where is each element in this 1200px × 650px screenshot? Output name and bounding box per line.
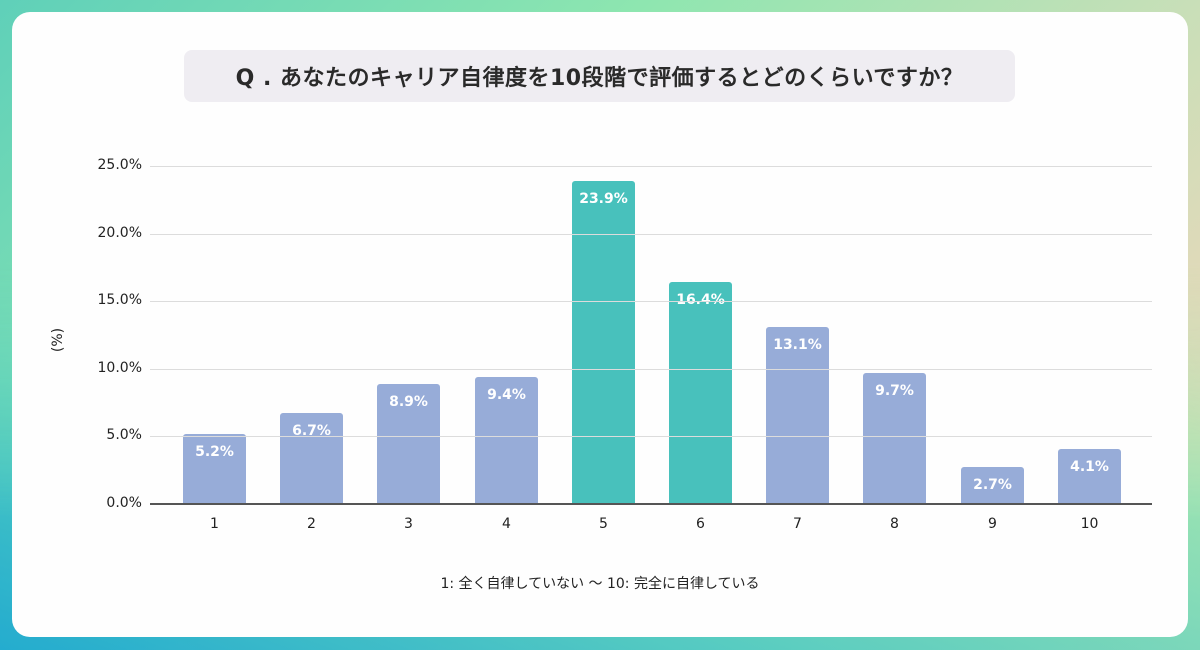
question-title-box: Q . あなたのキャリア自律度を10段階で評価するとどのくらいですか？ <box>184 50 1015 102</box>
x-tick-label: 1 <box>210 516 219 532</box>
x-tick-label: 4 <box>502 516 511 532</box>
gridline <box>150 234 1152 235</box>
gridline <box>150 369 1152 370</box>
y-tick-label: 10.0% <box>97 360 142 376</box>
bar-2: 6.7% <box>280 413 343 504</box>
bar-value-label: 23.9% <box>579 191 628 207</box>
bar-10: 4.1% <box>1058 449 1121 504</box>
y-tick-label: 5.0% <box>106 427 142 443</box>
bar-value-label: 8.9% <box>389 394 428 410</box>
bar-6: 16.4% <box>669 282 732 504</box>
bar-8: 9.7% <box>863 373 926 504</box>
bar-3: 8.9% <box>377 384 440 504</box>
bar-value-label: 5.2% <box>195 444 234 460</box>
bar-9: 2.7% <box>961 467 1024 504</box>
x-tick-label: 7 <box>793 516 802 532</box>
question-title: Q . あなたのキャリア自律度を10段階で評価するとどのくらいですか？ <box>235 66 964 91</box>
x-tick-label: 6 <box>696 516 705 532</box>
y-tick-label: 0.0% <box>106 495 142 511</box>
bar-value-label: 13.1% <box>773 337 822 353</box>
y-tick-label: 20.0% <box>97 225 142 241</box>
bar-1: 5.2% <box>183 434 246 504</box>
gridline <box>150 436 1152 437</box>
gridline <box>150 166 1152 167</box>
x-tick-label: 10 <box>1080 516 1099 532</box>
x-tick-label: 2 <box>307 516 316 532</box>
x-tick-label: 5 <box>599 516 608 532</box>
bar-7: 13.1% <box>766 327 829 504</box>
x-tick-label: 9 <box>988 516 997 532</box>
x-axis-label: 1: 全く自律していない 〜 10: 完全に自律している <box>440 576 760 592</box>
x-tick-label: 3 <box>404 516 413 532</box>
bar-value-label: 9.7% <box>875 383 914 399</box>
bar-4: 9.4% <box>475 377 538 504</box>
bar-value-label: 9.4% <box>487 387 526 403</box>
bar-value-label: 6.7% <box>292 423 331 439</box>
bar-value-label: 4.1% <box>1070 459 1109 475</box>
gridline <box>150 301 1152 302</box>
y-axis-label: (%) <box>50 327 67 353</box>
bar-5: 23.9% <box>572 181 635 504</box>
y-tick-label: 25.0% <box>97 157 142 173</box>
bar-value-label: 2.7% <box>973 477 1012 493</box>
y-tick-label: 15.0% <box>97 292 142 308</box>
x-axis-line <box>150 503 1152 505</box>
x-tick-label: 8 <box>890 516 899 532</box>
bar-value-label: 16.4% <box>676 292 725 308</box>
